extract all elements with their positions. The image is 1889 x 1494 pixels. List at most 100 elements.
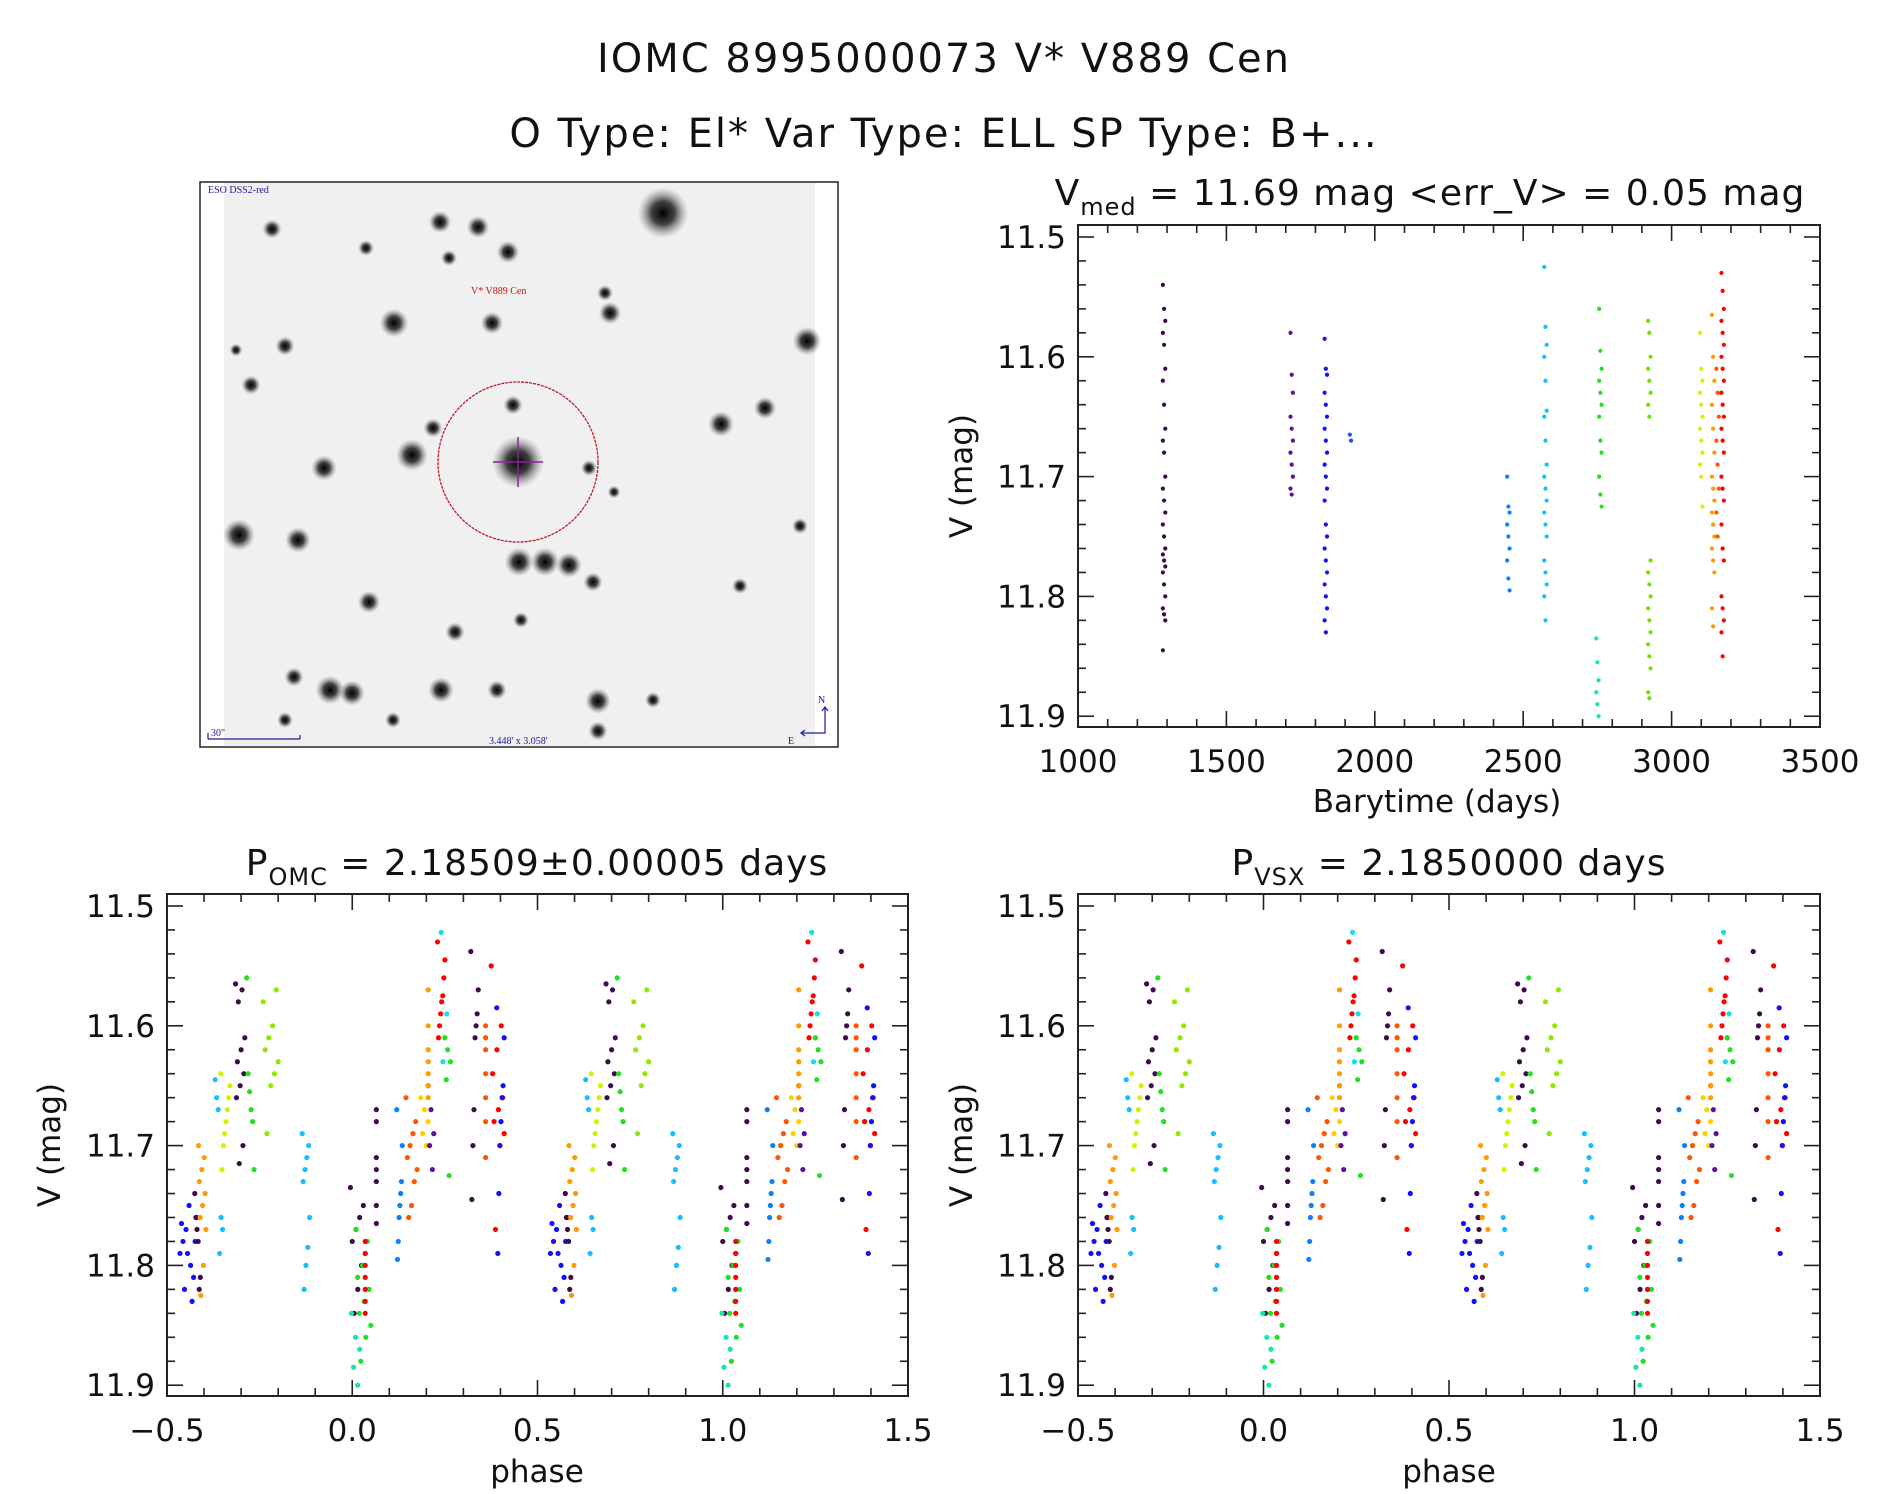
data-point [744, 1220, 750, 1227]
data-point [620, 1119, 626, 1125]
data-point [1648, 390, 1653, 395]
data-point [1707, 1119, 1714, 1125]
data-point [266, 1035, 272, 1041]
data-point [1516, 1059, 1523, 1065]
phase-vsx-title-rest: = 2.1850000 days [1305, 843, 1666, 884]
data-point [1216, 1244, 1222, 1251]
data-point [1289, 372, 1294, 377]
data-point [721, 1364, 727, 1370]
data-point [1394, 1119, 1400, 1125]
data-point [1771, 963, 1777, 969]
data-point [240, 1142, 246, 1149]
data-point [1382, 1107, 1388, 1113]
phase-omc-title-sub: OMC [268, 863, 327, 891]
data-point [1462, 1238, 1468, 1245]
data-point [362, 1250, 368, 1257]
data-point [1721, 378, 1726, 383]
data-point [1380, 1196, 1386, 1203]
data-point [355, 1274, 361, 1280]
data-point [425, 1059, 431, 1065]
data-point [1106, 1238, 1112, 1245]
data-point [1112, 1154, 1118, 1161]
data-point [1599, 450, 1604, 455]
data-point [642, 1071, 648, 1077]
data-point [1091, 1238, 1097, 1245]
data-point [497, 1142, 503, 1149]
data-point [1765, 1071, 1771, 1077]
data-point [1379, 948, 1385, 955]
star-33 [487, 680, 507, 700]
data-point [1151, 1142, 1157, 1149]
data-point [1589, 1214, 1595, 1221]
data-point [1111, 1202, 1117, 1209]
data-point [1597, 474, 1602, 479]
data-point [1780, 1119, 1787, 1125]
lightcurve-title-sub: med [1080, 193, 1136, 221]
data-point [1543, 570, 1548, 575]
data-point [1162, 1166, 1168, 1173]
data-point [1089, 1220, 1096, 1227]
data-point [591, 1142, 597, 1149]
data-point [1323, 522, 1328, 527]
data-point [428, 1107, 434, 1113]
data-point [573, 1226, 580, 1233]
data-point [1646, 570, 1651, 575]
data-point [616, 1071, 622, 1077]
data-point [1481, 1166, 1487, 1173]
data-point [1324, 570, 1330, 575]
data-point [859, 963, 865, 969]
data-point [1544, 498, 1549, 503]
data-point [492, 1226, 499, 1233]
data-point [1644, 1298, 1651, 1304]
data-point [1772, 1071, 1778, 1077]
data-point [844, 1023, 850, 1029]
data-point [1273, 1238, 1280, 1245]
data-point [1322, 582, 1327, 587]
data-point [1104, 1214, 1110, 1221]
data-point [1595, 660, 1600, 665]
data-point [1721, 618, 1726, 623]
data-point [1272, 1202, 1278, 1209]
data-point [550, 1238, 557, 1245]
data-point [1557, 1059, 1563, 1065]
data-point [1720, 486, 1725, 491]
data-point [733, 1262, 739, 1269]
data-point [547, 1250, 554, 1257]
data-point [1347, 432, 1352, 437]
data-point [1647, 696, 1652, 701]
data-point [1530, 1107, 1536, 1113]
data-point [1702, 1131, 1708, 1137]
data-point [1357, 1172, 1364, 1179]
data-point [733, 1298, 739, 1304]
data-point [1647, 654, 1652, 659]
data-point [1177, 1035, 1183, 1041]
data-point [1696, 1166, 1703, 1173]
data-point [1709, 402, 1715, 407]
data-point [1333, 1107, 1339, 1113]
data-point [784, 1166, 791, 1173]
data-point [1322, 462, 1327, 467]
data-point [1320, 1202, 1326, 1209]
data-point [1097, 1202, 1103, 1209]
star-28 [445, 622, 465, 642]
data-point [251, 1166, 257, 1173]
data-point [1778, 1107, 1784, 1113]
data-point [1681, 1178, 1687, 1185]
data-point [586, 1107, 592, 1113]
data-point [1478, 1286, 1484, 1292]
data-point [866, 1107, 872, 1113]
data-point [373, 1119, 379, 1125]
data-point [501, 1035, 507, 1041]
data-point [1163, 474, 1168, 479]
data-point [1404, 1226, 1410, 1233]
data-point [733, 1286, 739, 1292]
data-point [1599, 366, 1604, 371]
data-point [1635, 1226, 1641, 1233]
data-point [1163, 618, 1168, 623]
data-point [1477, 1142, 1484, 1149]
data-point [1680, 1190, 1686, 1197]
data-point [1260, 1238, 1267, 1245]
data-point [239, 987, 245, 993]
data-point [425, 1023, 431, 1029]
data-point [1542, 264, 1547, 270]
